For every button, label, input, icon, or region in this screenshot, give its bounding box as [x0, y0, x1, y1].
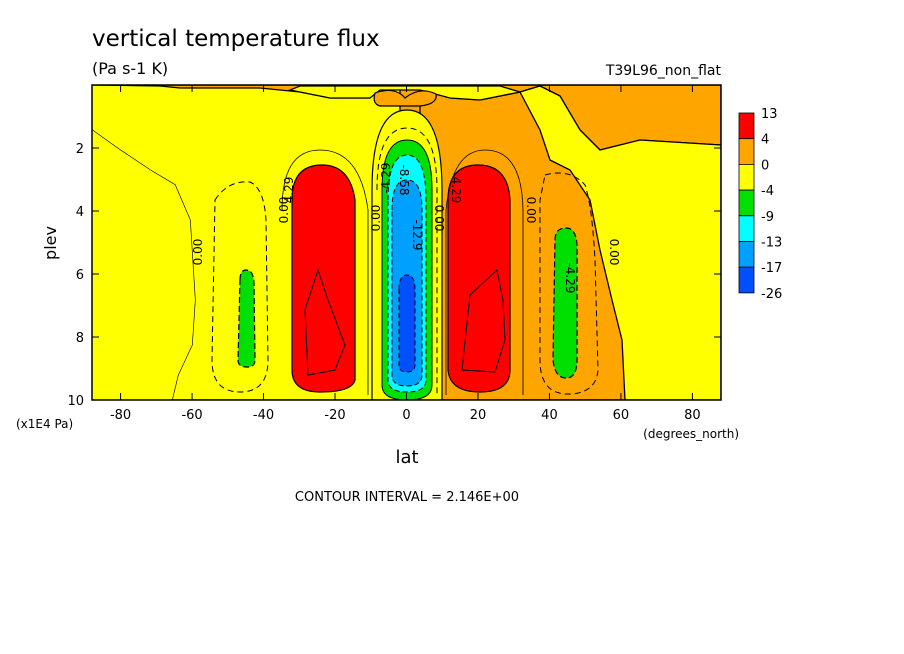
x-axis: -80 -60 -40 -20 0 20 40 60 80 — [110, 85, 701, 423]
y-axis-label: plev — [41, 226, 60, 260]
x-tick-label: -20 — [324, 408, 345, 423]
colorbar-swatch — [738, 138, 755, 165]
field-green-right — [552, 227, 578, 379]
y-tick-label: 6 — [76, 268, 84, 283]
colorbar-label: -9 — [761, 210, 774, 225]
y-tick-label: 10 — [67, 394, 84, 409]
colorbar: 13 4 0 -4 -9 -13 -17 -26 — [738, 107, 782, 302]
chart-title: vertical temperature flux — [92, 26, 380, 52]
field-blue-core — [398, 274, 416, 373]
colorbar-label: -4 — [761, 184, 774, 199]
field-red-right — [447, 164, 511, 393]
contour-red-inner-left — [304, 268, 346, 376]
colorbar-label: -26 — [761, 287, 782, 302]
colorbar-label: 13 — [761, 107, 778, 122]
contour-label: 0.00 — [369, 205, 383, 232]
experiment-label: T39L96_non_flat — [605, 63, 722, 79]
field-red-left — [291, 164, 356, 393]
field-orange-topblob — [373, 89, 437, 107]
y-tick-label: 2 — [76, 142, 84, 157]
x-tick-label: 0 — [402, 408, 410, 423]
colorbar-swatch — [738, 189, 755, 217]
contour-label: 4.29 — [282, 177, 296, 204]
x-tick-label: 20 — [470, 408, 487, 423]
x-tick-label: 60 — [613, 408, 630, 423]
contour-label: 0.00 — [524, 197, 538, 224]
field-yellow-right — [519, 85, 721, 400]
contour-label: 0.00 — [432, 205, 446, 232]
contour-dashed-center — [376, 127, 438, 395]
contour-dashed-left — [211, 181, 269, 393]
plot-area — [92, 85, 721, 400]
colorbar-label: -13 — [761, 236, 782, 251]
colorbar-swatch — [738, 215, 755, 242]
field-green-left — [237, 269, 256, 368]
colorbar-swatch — [738, 241, 755, 268]
contour-label: 4.29 — [449, 177, 463, 204]
x-tick-label: -60 — [181, 408, 202, 423]
x-tick-label: 40 — [541, 408, 558, 423]
x-tick-label: -80 — [110, 408, 131, 423]
x-tick-label: -40 — [253, 408, 274, 423]
colorbar-swatch — [738, 266, 755, 294]
y-tick-label: 8 — [76, 331, 84, 346]
colorbar-swatch — [738, 163, 755, 191]
contour-thin-right — [445, 149, 524, 395]
colorbar-swatch — [738, 112, 755, 140]
contour-label: -4.29 — [379, 162, 393, 193]
x-axis-units: (degrees_north) — [643, 427, 739, 441]
contour-dashed-right — [539, 172, 599, 395]
x-axis-label: lat — [395, 447, 418, 468]
y-axis-units: (x1E4 Pa) — [16, 417, 73, 431]
x-tick-label: 80 — [684, 408, 701, 423]
contour-label: -4.29 — [563, 262, 577, 293]
contour-thin-left — [281, 149, 369, 395]
colorbar-label: -17 — [761, 261, 782, 276]
contour-label: 0.00 — [191, 239, 205, 266]
contour-label: 0.00 — [277, 197, 291, 224]
contour-label: 0.00 — [607, 239, 621, 266]
contour-interval-note: CONTOUR INTERVAL = 2.146E+00 — [295, 490, 519, 505]
y-axis: 2 4 6 8 10 — [67, 142, 721, 409]
contour-label: -8.58 — [397, 164, 411, 195]
field-yellow-left — [92, 130, 195, 400]
field-yellow-top — [287, 85, 521, 101]
contour-red-inner-right — [461, 269, 506, 373]
colorbar-label: 4 — [761, 133, 769, 148]
contour-labels: 0.00 0.00 0.00 0.00 0.00 0.00 4.29 4.29 … — [191, 162, 621, 293]
colorbar-label: 0 — [761, 158, 769, 173]
chart-subtitle: (Pa s-1 K) — [92, 59, 168, 78]
contour-label: -12.9 — [410, 219, 424, 250]
y-tick-label: 4 — [76, 205, 84, 220]
